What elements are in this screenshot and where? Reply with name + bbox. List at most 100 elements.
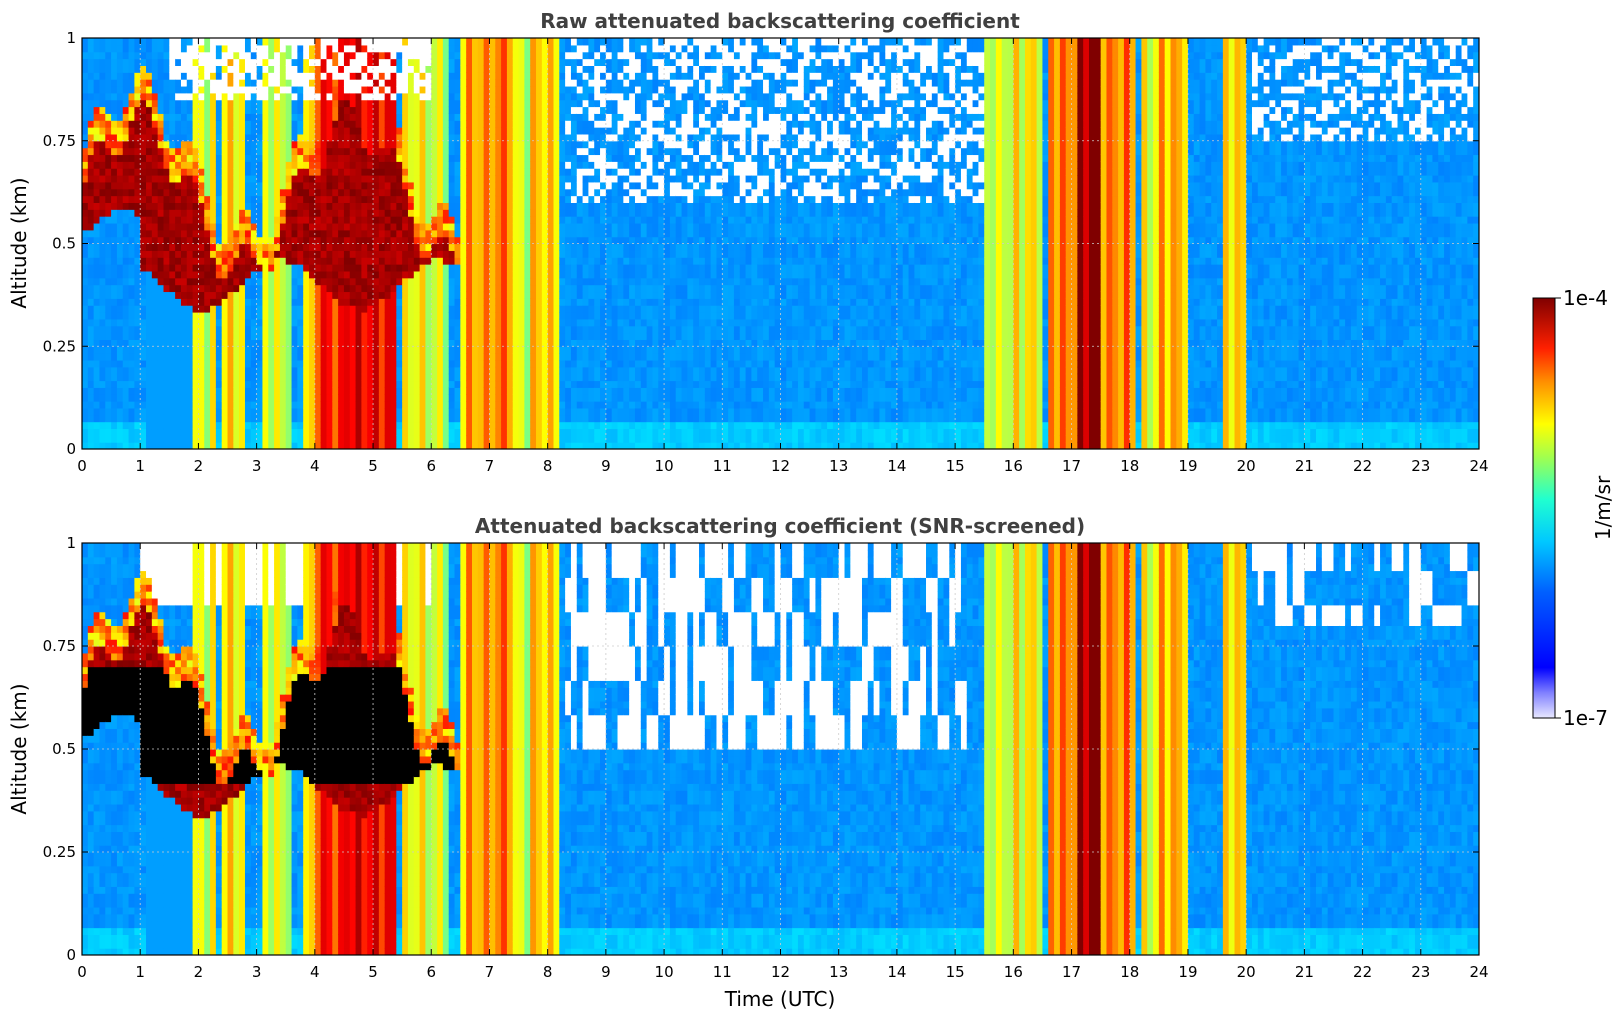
heatmap-cell [262, 38, 269, 46]
heatmap-cell [402, 72, 409, 80]
heatmap-cell [506, 79, 514, 87]
heatmap-cell [343, 298, 351, 306]
heatmap-cell [111, 407, 118, 416]
heatmap-cell [233, 113, 240, 121]
heatmap-cell [454, 51, 461, 60]
heatmap-cell [111, 168, 118, 176]
heatmap-cell [192, 195, 200, 203]
heatmap-cell [134, 421, 141, 430]
heatmap-cell [343, 270, 351, 279]
heatmap-cell [326, 407, 333, 416]
heatmap-cell [204, 339, 211, 347]
heatmap-cell [320, 298, 328, 306]
heatmap-cell [128, 202, 135, 210]
heatmap-cell [274, 229, 281, 238]
heatmap-cell [128, 168, 135, 176]
heatmap-cell [373, 236, 380, 245]
heatmap-cell [87, 147, 95, 156]
heatmap-cell [407, 401, 415, 409]
heatmap-cell [477, 209, 485, 217]
heatmap-cell [250, 236, 258, 245]
heatmap-cell [210, 414, 217, 423]
heatmap-cell [320, 175, 328, 183]
panel-title: Raw attenuated backscattering coefficien… [540, 9, 1020, 33]
heatmap-cell [93, 407, 101, 416]
heatmap-cell [285, 175, 293, 183]
heatmap-cell [233, 38, 240, 46]
heatmap-cell [419, 373, 427, 382]
heatmap-cell [390, 92, 397, 101]
heatmap-cell [274, 72, 281, 80]
heatmap-cell [146, 435, 153, 443]
heatmap-cell [99, 72, 106, 80]
heatmap-cell [530, 38, 537, 46]
heatmap-cell [332, 127, 339, 135]
heatmap-cell [431, 140, 438, 149]
heatmap-cell [501, 58, 508, 66]
heatmap-cell [489, 394, 496, 402]
heatmap-cell [297, 154, 304, 162]
heatmap-cell [192, 339, 200, 347]
heatmap-cell [227, 44, 234, 53]
heatmap-cell [93, 58, 101, 66]
heatmap-cell [134, 195, 141, 203]
heatmap-cell [239, 202, 246, 210]
heatmap-cell [146, 401, 153, 409]
heatmap-cell [437, 154, 444, 162]
heatmap-cell [233, 44, 240, 53]
heatmap-cell [134, 442, 141, 449]
heatmap-cell [553, 113, 560, 121]
heatmap-cell [175, 243, 182, 251]
heatmap-cell [256, 140, 264, 149]
heatmap-cell [227, 222, 234, 231]
heatmap-cell [303, 298, 310, 306]
heatmap-cell [105, 202, 112, 210]
heatmap-cell [530, 44, 537, 53]
heatmap-cell [210, 298, 217, 306]
heatmap-cell [204, 161, 211, 169]
heatmap-cell [274, 99, 281, 108]
heatmap-cell [192, 51, 200, 60]
heatmap-cell [309, 428, 316, 436]
heatmap-cell [373, 140, 380, 149]
heatmap-cell [483, 428, 491, 436]
heatmap-cell [192, 325, 200, 334]
heatmap-cell [279, 407, 287, 416]
heatmap-cell [146, 264, 153, 272]
heatmap-cell [553, 222, 560, 231]
heatmap-cell [134, 92, 141, 101]
heatmap-cell [431, 120, 438, 128]
heatmap-cell [128, 284, 135, 293]
heatmap-cell [338, 318, 345, 327]
heatmap-cell [128, 106, 135, 114]
heatmap-cell [116, 346, 124, 354]
heatmap-cell [495, 387, 502, 395]
heatmap-cell [472, 236, 479, 245]
heatmap-cell [407, 209, 415, 217]
heatmap-cell [268, 264, 275, 272]
heatmap-cell [309, 113, 316, 121]
heatmap-cell [390, 291, 397, 299]
heatmap-cell [122, 140, 130, 149]
heatmap-cell [262, 325, 269, 334]
heatmap-cell [396, 154, 403, 162]
heatmap-cell [326, 229, 333, 238]
heatmap-cell [367, 92, 374, 101]
heatmap-cell [431, 65, 438, 73]
heatmap-cell [303, 318, 310, 327]
heatmap-cell [87, 181, 95, 190]
heatmap-cell [524, 428, 531, 436]
heatmap-cell [221, 291, 229, 299]
heatmap-cell [116, 401, 124, 409]
heatmap-cell [180, 222, 188, 231]
heatmap-cell [99, 181, 106, 190]
heatmap-cell [146, 168, 153, 176]
heatmap-cell [396, 401, 403, 409]
heatmap-cell [547, 44, 555, 53]
heatmap-cell [140, 188, 147, 197]
heatmap-cell [250, 428, 258, 436]
heatmap-cell [279, 284, 287, 293]
heatmap-cell [396, 291, 403, 299]
heatmap-cell [105, 284, 112, 293]
heatmap-cell [547, 92, 555, 101]
